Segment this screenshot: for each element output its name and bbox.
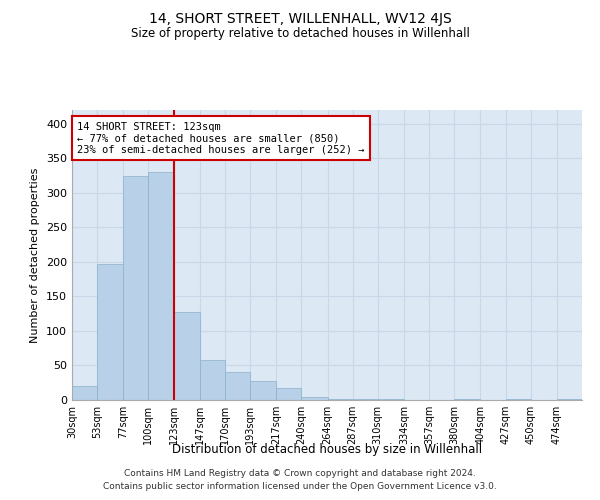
Bar	[200, 360, 225, 400]
Text: Size of property relative to detached houses in Willenhall: Size of property relative to detached ho…	[131, 28, 469, 40]
Bar	[173, 312, 200, 400]
Bar	[250, 380, 276, 400]
Bar	[97, 264, 124, 400]
Text: Contains HM Land Registry data © Crown copyright and database right 2024.: Contains HM Land Registry data © Crown c…	[124, 468, 476, 477]
Bar	[225, 372, 250, 400]
Bar	[124, 176, 148, 400]
Bar	[148, 172, 173, 400]
Text: Distribution of detached houses by size in Willenhall: Distribution of detached houses by size …	[172, 442, 482, 456]
Bar	[276, 388, 301, 400]
Bar	[301, 396, 328, 400]
Bar	[328, 398, 353, 400]
Text: Contains public sector information licensed under the Open Government Licence v3: Contains public sector information licen…	[103, 482, 497, 491]
Y-axis label: Number of detached properties: Number of detached properties	[31, 168, 40, 342]
Text: 14 SHORT STREET: 123sqm
← 77% of detached houses are smaller (850)
23% of semi-d: 14 SHORT STREET: 123sqm ← 77% of detache…	[77, 122, 365, 155]
Text: 14, SHORT STREET, WILLENHALL, WV12 4JS: 14, SHORT STREET, WILLENHALL, WV12 4JS	[149, 12, 451, 26]
Bar	[72, 386, 97, 400]
